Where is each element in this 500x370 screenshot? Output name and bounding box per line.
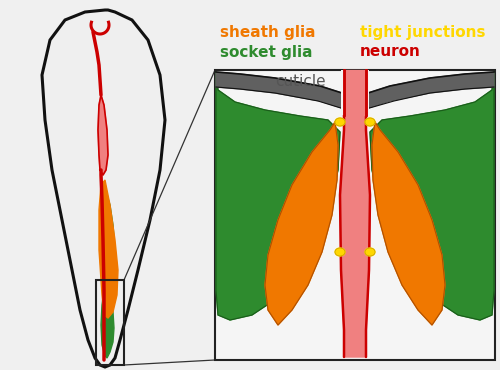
Ellipse shape bbox=[335, 248, 345, 256]
Polygon shape bbox=[98, 95, 108, 175]
Text: neuron: neuron bbox=[360, 44, 421, 60]
Ellipse shape bbox=[335, 118, 345, 126]
Polygon shape bbox=[216, 72, 340, 320]
Ellipse shape bbox=[365, 248, 375, 256]
Polygon shape bbox=[42, 10, 165, 367]
Polygon shape bbox=[340, 72, 370, 357]
Polygon shape bbox=[216, 72, 494, 112]
Text: cuticle: cuticle bbox=[275, 74, 326, 90]
Text: socket glia: socket glia bbox=[220, 44, 312, 60]
Polygon shape bbox=[370, 72, 494, 320]
FancyBboxPatch shape bbox=[215, 70, 495, 360]
Polygon shape bbox=[265, 122, 338, 325]
Text: tight junctions: tight junctions bbox=[360, 26, 486, 40]
Polygon shape bbox=[101, 285, 114, 358]
Polygon shape bbox=[102, 195, 115, 285]
Text: sheath glia: sheath glia bbox=[220, 26, 316, 40]
Polygon shape bbox=[341, 70, 369, 115]
Polygon shape bbox=[99, 180, 118, 318]
Polygon shape bbox=[344, 70, 366, 115]
Polygon shape bbox=[372, 122, 445, 325]
Ellipse shape bbox=[365, 118, 375, 126]
